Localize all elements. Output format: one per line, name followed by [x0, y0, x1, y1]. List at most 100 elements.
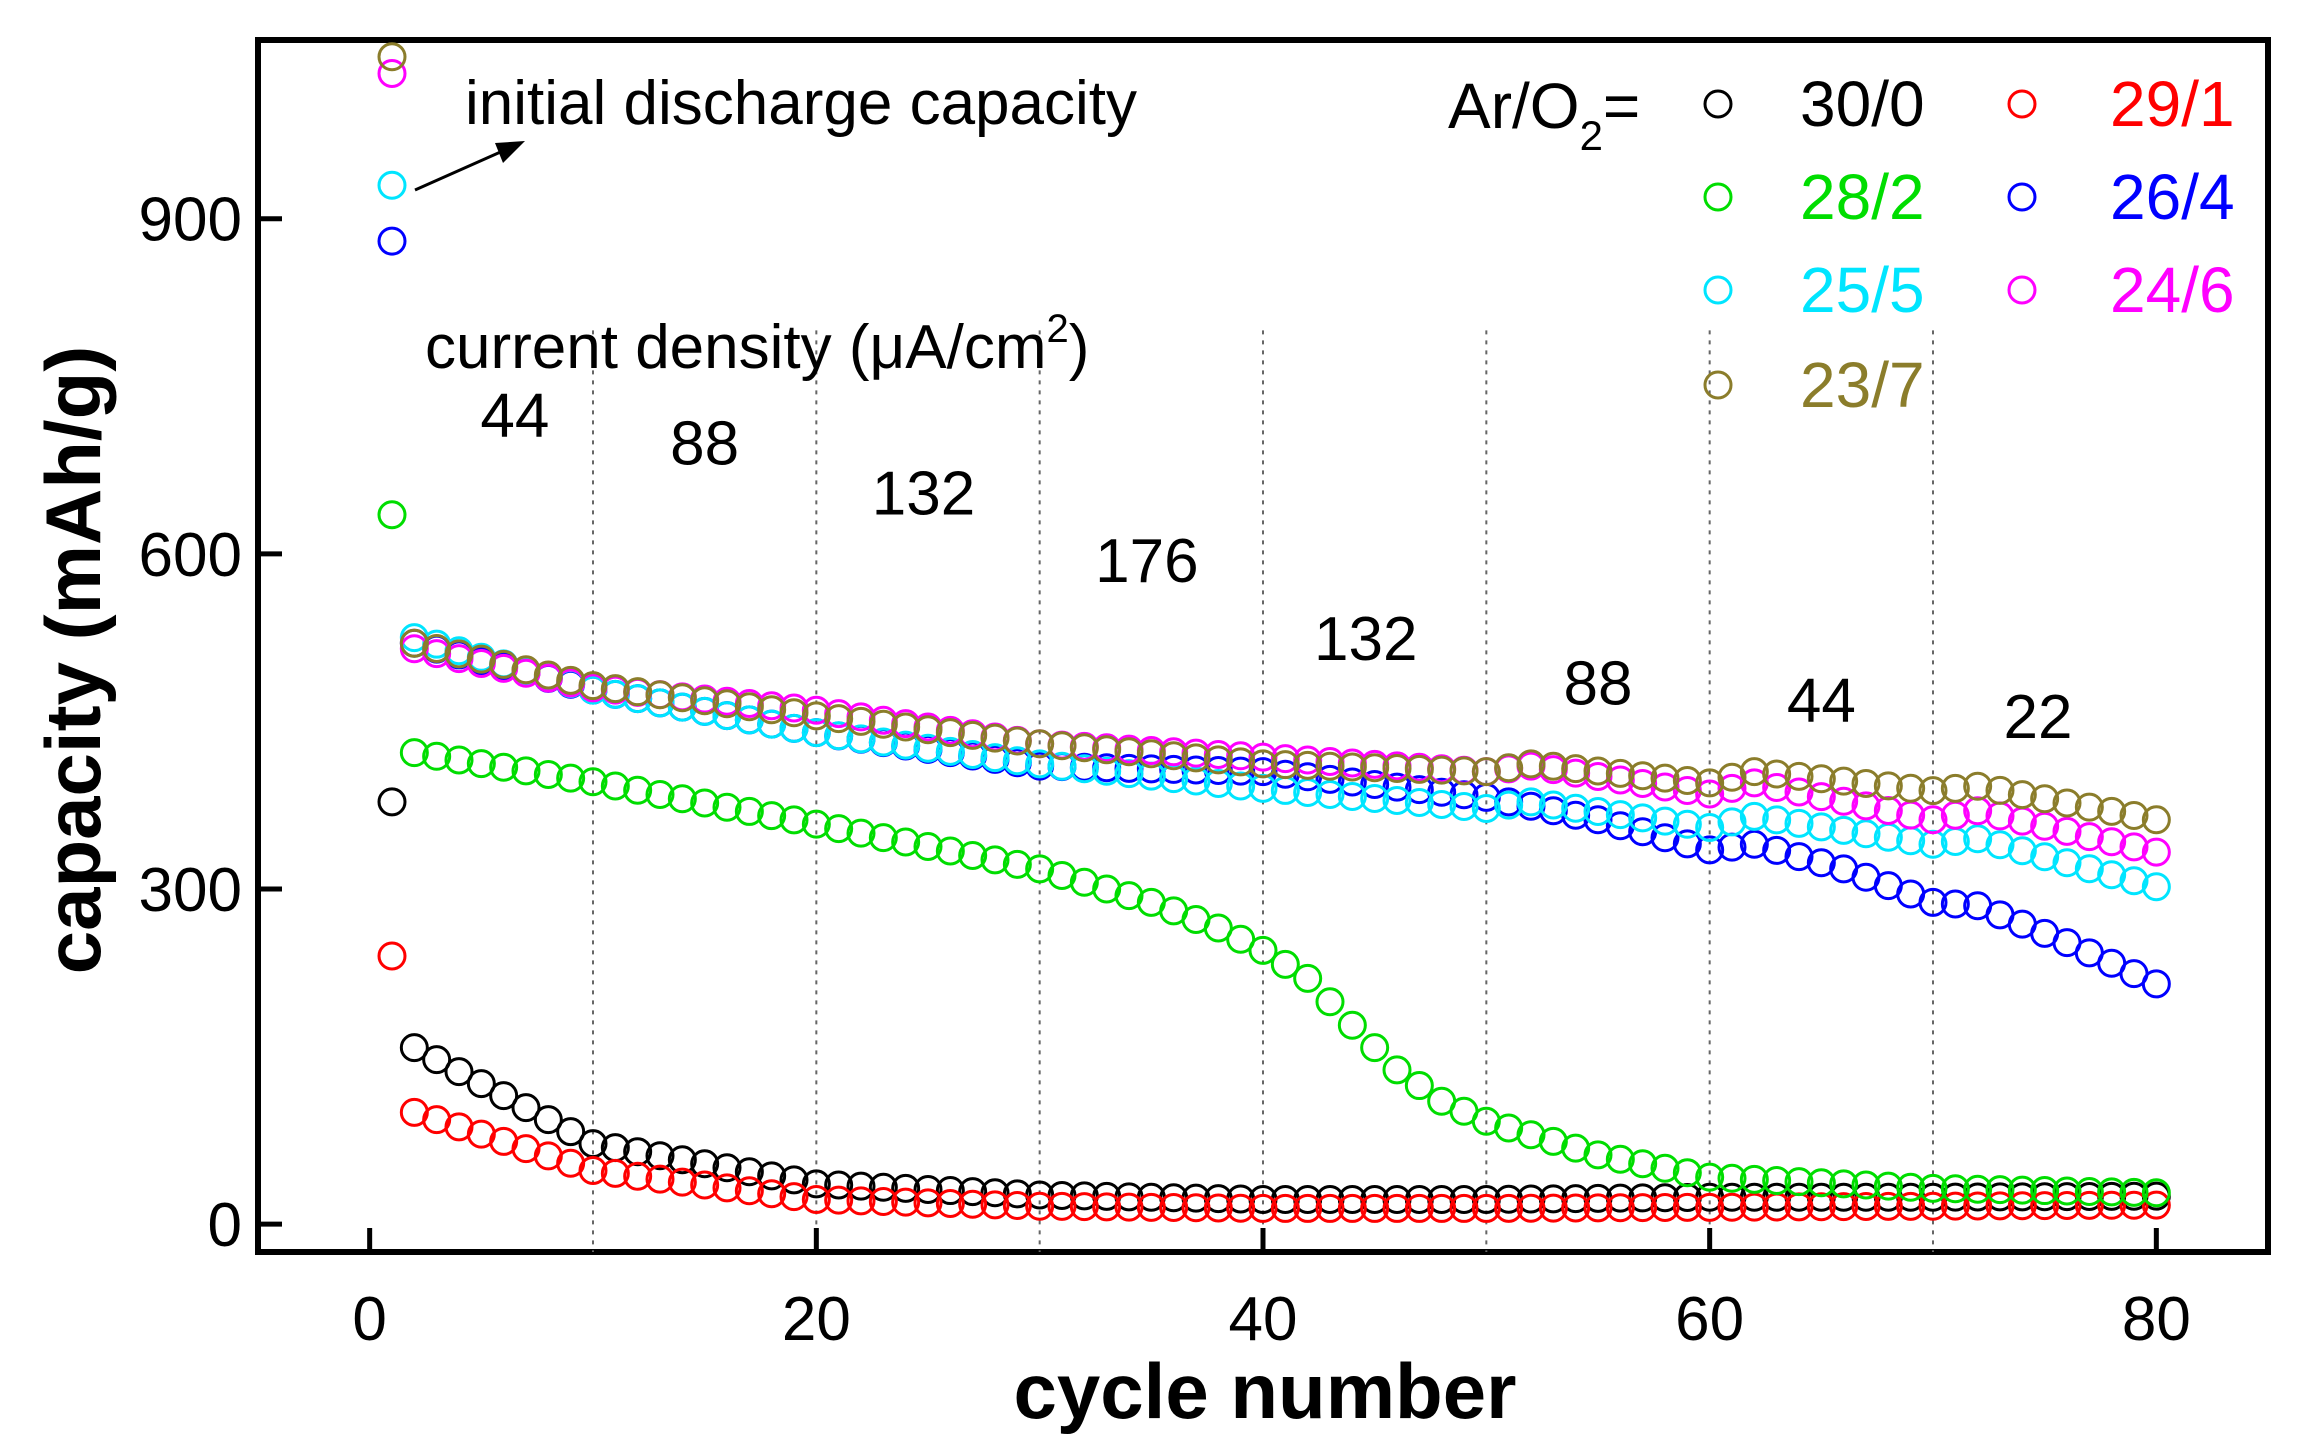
data-point	[1717, 807, 1747, 837]
data-point	[1762, 805, 1792, 835]
legend-label: 29/1	[2110, 68, 2235, 140]
data-point	[1717, 1192, 1747, 1222]
data-point	[1918, 776, 1948, 806]
data-point	[1628, 761, 1658, 791]
data-point	[1360, 753, 1390, 783]
data-point	[2119, 832, 2149, 862]
data-point	[623, 677, 653, 707]
data-point	[1739, 757, 1769, 787]
data-point	[1494, 753, 1524, 783]
data-point	[1873, 1171, 1903, 1201]
data-point	[779, 1182, 809, 1212]
data-point	[1784, 808, 1814, 838]
data-point	[2097, 860, 2127, 890]
data-point	[2097, 1177, 2127, 1207]
data-points	[377, 42, 2171, 1223]
data-point	[1337, 1193, 1367, 1223]
data-point	[757, 1161, 787, 1191]
data-point	[1762, 759, 1792, 789]
data-point	[801, 701, 831, 731]
data-point	[1784, 777, 1814, 807]
data-point	[891, 1173, 921, 1203]
data-point	[1494, 790, 1524, 820]
data-point	[1672, 765, 1702, 795]
data-point	[1471, 757, 1501, 787]
data-point	[1114, 737, 1144, 767]
data-point	[1114, 881, 1144, 911]
legend-marker	[1703, 370, 1733, 400]
data-point	[801, 718, 831, 748]
data-point	[1762, 835, 1792, 865]
data-point	[1717, 762, 1747, 792]
data-point	[2097, 796, 2127, 826]
data-point	[1293, 750, 1323, 780]
data-point	[2119, 801, 2149, 831]
data-point	[2097, 827, 2127, 857]
data-point	[1561, 1133, 1591, 1163]
data-point	[1851, 1192, 1881, 1222]
legend-prefix: Ar/O2=	[1448, 70, 1640, 159]
data-point	[1159, 1193, 1189, 1223]
data-point	[712, 1173, 742, 1203]
data-point	[1851, 769, 1881, 799]
data-point	[1136, 739, 1166, 769]
data-point	[511, 1093, 541, 1123]
x-tick-label: 40	[1229, 1285, 1298, 1354]
data-point	[2074, 792, 2104, 822]
data-point	[1896, 1191, 1926, 1221]
data-point	[1695, 768, 1725, 798]
segment-label: 22	[2003, 683, 2072, 752]
legend-marker	[1703, 182, 1733, 212]
data-point	[1561, 1193, 1591, 1223]
legend-marker	[2007, 275, 2037, 305]
data-point	[980, 845, 1010, 875]
data-point	[2052, 1191, 2082, 1221]
data-point	[422, 1045, 452, 1075]
data-point	[1315, 779, 1345, 809]
initial-capacity-label: initial discharge capacity	[465, 69, 1137, 138]
data-point	[2141, 837, 2171, 867]
data-point	[556, 763, 586, 793]
data-point	[958, 1189, 988, 1219]
data-point	[556, 665, 586, 695]
data-point	[712, 689, 742, 719]
data-point	[1293, 1193, 1323, 1223]
current-density-close: )	[1069, 313, 1090, 382]
data-point	[1583, 805, 1613, 835]
data-point	[980, 723, 1010, 753]
legend-label: 23/7	[1800, 349, 1925, 421]
data-point	[2007, 836, 2037, 866]
data-point	[935, 736, 965, 766]
data-point	[578, 671, 608, 701]
current-density-label: current density (μA/cm2)	[425, 307, 1089, 382]
data-point	[1203, 1193, 1233, 1223]
data-point	[734, 692, 764, 722]
data-point	[1829, 786, 1859, 816]
data-point	[466, 1069, 496, 1099]
data-point	[1762, 1166, 1792, 1196]
data-point	[690, 1149, 720, 1179]
data-point	[2074, 822, 2104, 852]
data-point	[1605, 758, 1635, 788]
data-point	[1851, 1170, 1881, 1200]
data-point	[1516, 1193, 1546, 1223]
data-point	[377, 787, 407, 817]
data-point	[1404, 1193, 1434, 1223]
data-point	[578, 767, 608, 797]
segment-label: 88	[1564, 650, 1633, 719]
data-point	[1985, 830, 2015, 860]
data-point	[1583, 1193, 1613, 1223]
legend-label: 28/2	[1800, 161, 1925, 233]
data-point	[913, 715, 943, 745]
data-point	[1181, 1193, 1211, 1223]
data-point	[1069, 754, 1099, 784]
data-point	[1538, 751, 1568, 781]
data-point	[645, 680, 675, 710]
legend-label: 24/6	[2110, 254, 2235, 326]
data-point	[1516, 787, 1546, 817]
data-point	[1806, 812, 1836, 842]
data-point	[623, 1161, 653, 1191]
data-point	[1315, 764, 1345, 794]
data-point	[1940, 773, 1970, 803]
data-point	[980, 1178, 1010, 1208]
